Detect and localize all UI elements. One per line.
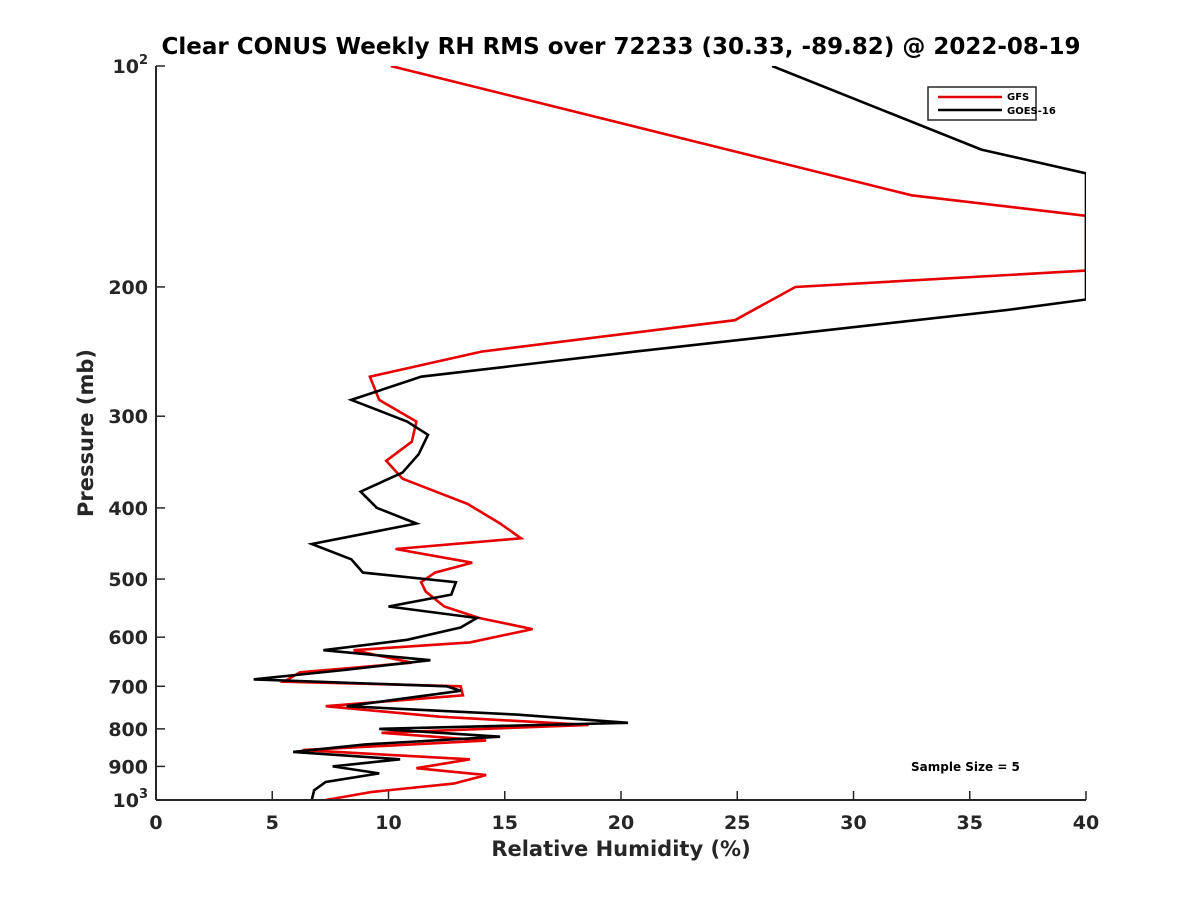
chart-title: Clear CONUS Weekly RH RMS over 72233 (30… <box>162 34 1081 60</box>
sample-size-annotation: Sample Size = 5 <box>911 760 1020 774</box>
x-tick-label: 15 <box>492 812 518 834</box>
y-ticks: 102 200 300 400 500 600 700 800 900 103 <box>108 53 165 812</box>
y-tick-label: 102 <box>113 53 149 78</box>
y-tick-label: 900 <box>108 756 148 778</box>
series-line-goes16 <box>253 66 1086 800</box>
legend-label-gfs: GFS <box>1007 92 1029 103</box>
legend-box <box>927 86 1037 121</box>
series-layer <box>253 66 1086 800</box>
y-tick-label: 400 <box>108 498 148 520</box>
y-tick-label: 300 <box>108 406 148 428</box>
x-tick-label: 20 <box>608 812 634 834</box>
x-tick-label: 5 <box>266 812 279 834</box>
x-axis-label: Relative Humidity (%) <box>491 837 750 861</box>
legend: GFS GOES-16 <box>927 86 1056 121</box>
y-tick-label: 500 <box>108 569 148 591</box>
x-tick-label: 30 <box>840 812 866 834</box>
x-tick-label: 40 <box>1073 812 1099 834</box>
series-line-gfs <box>279 66 1086 800</box>
x-ticks: 0 5 10 15 20 25 30 35 40 <box>149 791 1099 834</box>
y-tick-label: 700 <box>108 676 148 698</box>
x-tick-label: 25 <box>724 812 750 834</box>
y-axis-label: Pressure (mb) <box>74 349 98 517</box>
y-tick-label: 200 <box>108 277 148 299</box>
y-tick-label: 600 <box>108 627 148 649</box>
x-tick-label: 0 <box>149 812 162 834</box>
x-tick-label: 10 <box>375 812 401 834</box>
legend-label-goes16: GOES-16 <box>1007 106 1056 117</box>
y-tick-label: 800 <box>108 719 148 741</box>
y-tick-label: 103 <box>113 787 149 812</box>
x-tick-label: 35 <box>957 812 983 834</box>
